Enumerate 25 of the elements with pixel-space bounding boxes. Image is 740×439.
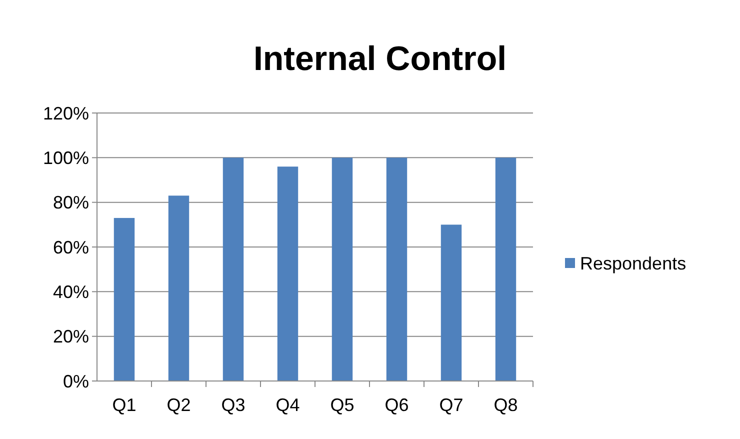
x-tick-label: Q3 bbox=[221, 395, 246, 415]
y-tick-label: 100% bbox=[42, 148, 89, 168]
legend-label: Respondents bbox=[580, 253, 686, 274]
y-tick-label: 80% bbox=[52, 192, 89, 213]
x-tick-label: Q6 bbox=[384, 395, 409, 415]
x-tick-label: Q5 bbox=[330, 395, 354, 415]
bar bbox=[277, 166, 298, 381]
y-tick-label: 120% bbox=[42, 103, 89, 124]
bar bbox=[332, 158, 353, 381]
bar bbox=[495, 158, 516, 381]
x-tick-label: Q4 bbox=[276, 395, 300, 415]
bar bbox=[386, 158, 408, 381]
chart-title: Internal Control bbox=[253, 40, 507, 78]
bar bbox=[114, 218, 135, 381]
y-tick-label: 60% bbox=[52, 237, 89, 258]
bar bbox=[222, 158, 244, 381]
x-tick-label: Q7 bbox=[439, 395, 464, 415]
y-tick-label: 40% bbox=[52, 282, 89, 302]
x-tick-label: Q8 bbox=[494, 395, 518, 415]
bar bbox=[168, 196, 190, 381]
bar bbox=[440, 224, 462, 381]
y-tick-label: 20% bbox=[52, 326, 89, 347]
y-tick-label: 0% bbox=[62, 371, 89, 392]
x-tick-label: Q1 bbox=[112, 395, 136, 415]
x-tick-label: Q2 bbox=[166, 395, 191, 415]
